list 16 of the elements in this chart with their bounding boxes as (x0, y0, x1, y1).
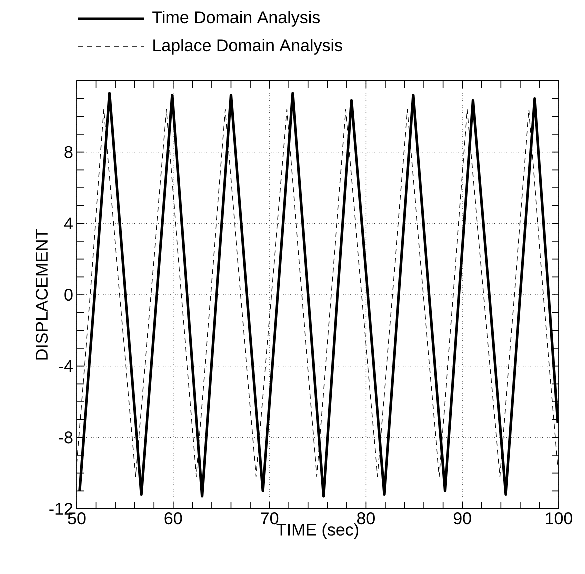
y-tick-label: 4 (64, 218, 73, 230)
x-tick-label: 100 (546, 512, 573, 525)
legend-label: Laplace Domain Analysis (154, 39, 342, 55)
legend-label: Time Domain Analysis (152, 11, 320, 27)
x-tick-label: 80 (357, 512, 375, 525)
y-axis-title: DISPLACEMENT (36, 229, 48, 360)
x-tick-label: 70 (261, 512, 279, 525)
x-tick-label: 60 (164, 512, 182, 525)
y-tick-label: -12 (50, 503, 73, 515)
y-tick-label: -4 (59, 360, 73, 372)
x-tick-label: 90 (454, 512, 472, 525)
y-tick-label: 0 (64, 288, 73, 302)
y-tick-label: 8 (64, 146, 73, 158)
x-tick-label: 50 (68, 512, 86, 525)
y-tick-label: -8 (59, 432, 73, 444)
x-axis-title: TIME (sec) (276, 523, 358, 540)
